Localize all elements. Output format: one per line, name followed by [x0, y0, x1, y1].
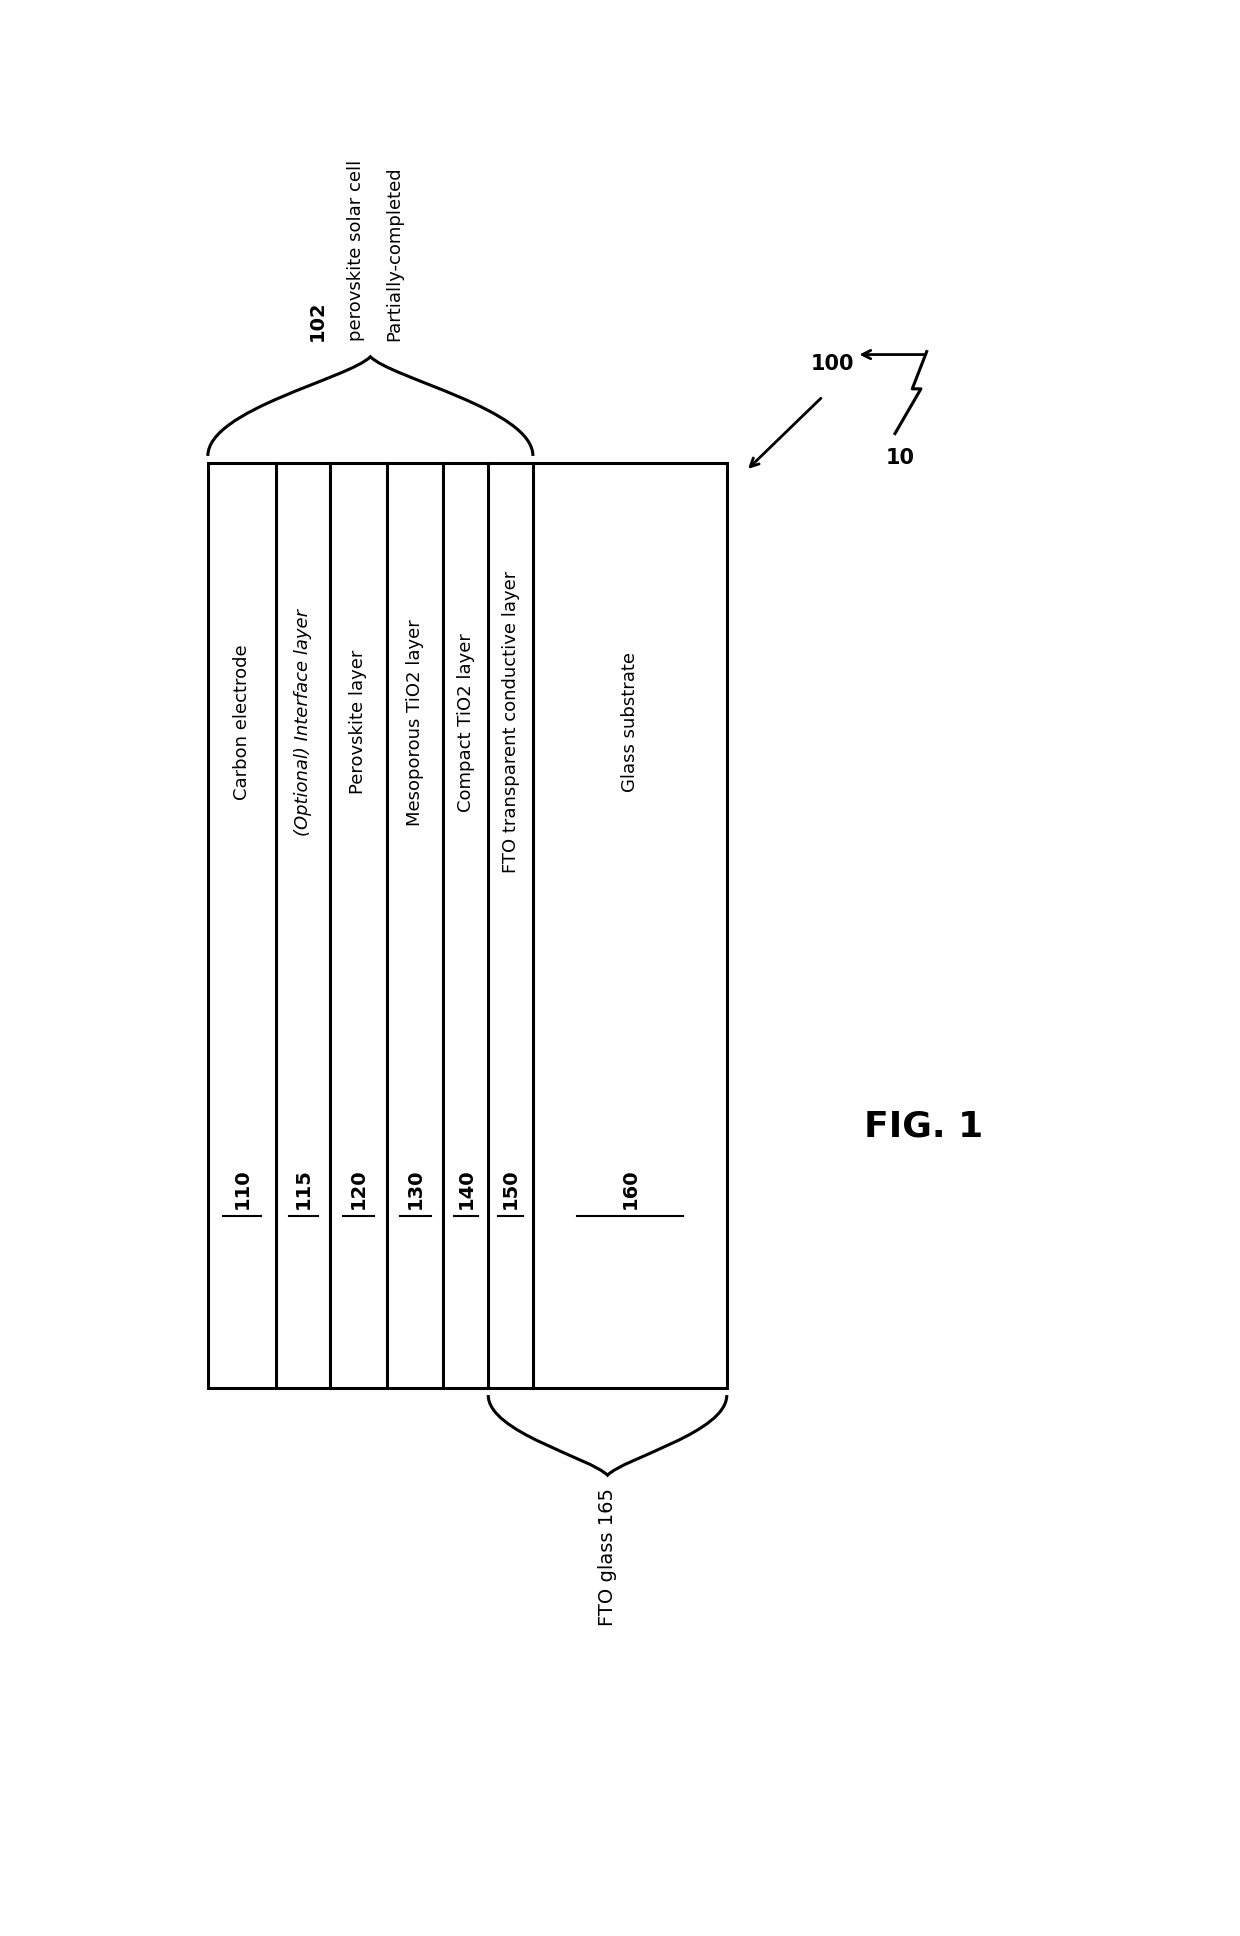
Text: FTO transparent conductive layer: FTO transparent conductive layer — [501, 571, 520, 873]
Text: Compact TiO2 layer: Compact TiO2 layer — [456, 633, 475, 811]
Text: 110: 110 — [233, 1169, 252, 1210]
Text: FTO glass 165: FTO glass 165 — [598, 1487, 618, 1626]
Text: Mesoporous TiO2 layer: Mesoporous TiO2 layer — [407, 620, 424, 825]
Text: FIG. 1: FIG. 1 — [864, 1109, 983, 1144]
Text: 150: 150 — [501, 1169, 520, 1210]
Text: Partially-completed: Partially-completed — [386, 166, 403, 341]
Text: perovskite solar cell: perovskite solar cell — [347, 161, 365, 341]
Text: 140: 140 — [456, 1169, 475, 1210]
Text: 10: 10 — [885, 449, 914, 469]
Text: Glass substrate: Glass substrate — [621, 652, 639, 792]
Text: Perovskite layer: Perovskite layer — [350, 650, 367, 794]
Text: 130: 130 — [405, 1169, 424, 1210]
Text: (Optional) Interface layer: (Optional) Interface layer — [294, 608, 312, 836]
Bar — [208, 463, 727, 1388]
Text: 102: 102 — [308, 300, 327, 341]
Text: 120: 120 — [348, 1169, 368, 1210]
Text: 115: 115 — [294, 1169, 312, 1210]
Text: 100: 100 — [811, 354, 854, 374]
Text: Carbon electrode: Carbon electrode — [233, 645, 252, 800]
Text: 160: 160 — [620, 1169, 640, 1210]
